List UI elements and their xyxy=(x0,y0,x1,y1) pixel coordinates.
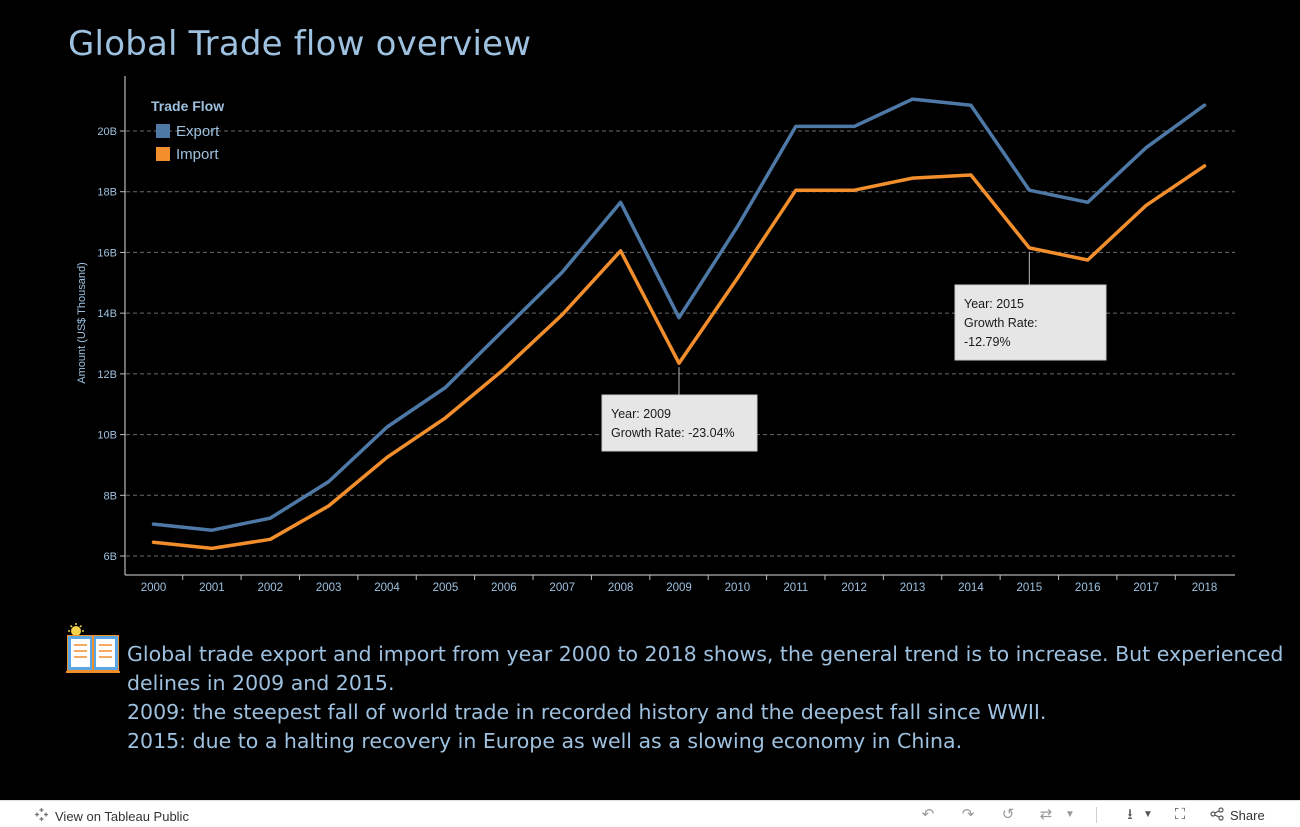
share-label: Share xyxy=(1230,808,1265,823)
page-title: Global Trade flow overview xyxy=(68,24,532,64)
legend-label: Import xyxy=(176,146,219,163)
download-icon[interactable]: ⭳ xyxy=(1127,806,1133,823)
y-tick-label: 10B xyxy=(97,430,117,442)
legend-label: Export xyxy=(176,123,220,140)
x-tick-label: 2011 xyxy=(783,582,808,594)
y-tick-label: 18B xyxy=(97,187,117,199)
y-tick-label: 8B xyxy=(104,490,117,502)
insight-note: Global trade export and import from year… xyxy=(127,640,1284,756)
x-tick-label: 2014 xyxy=(958,582,984,594)
x-tick-label: 2008 xyxy=(608,582,634,594)
chevron-down-icon[interactable]: ▼ xyxy=(1065,809,1075,820)
trade-flow-line-chart[interactable]: 6B 8B 10B 12B 14B 16B 18B 20B 2000 2001 2002 2003 20… xyxy=(0,0,1300,600)
note-line: Global trade export and import from year… xyxy=(127,642,1284,666)
note-line: 2009: the steepest fall of world trade i… xyxy=(127,700,1047,724)
x-tick-label: 2017 xyxy=(1133,582,1159,594)
x-tick-label: 2009 xyxy=(666,582,692,594)
x-tick-label: 2006 xyxy=(491,582,517,594)
note-line: delines in 2009 and 2015. xyxy=(127,671,395,695)
annotation-text: Year: 2015 xyxy=(964,297,1024,311)
tableau-toolbar: View on Tableau Public ↶ ↷ ↺ ⇄ ▼ ⭳ ▼ ⛶ S… xyxy=(0,800,1300,827)
x-tick-label: 2000 xyxy=(141,582,167,594)
legend-swatch xyxy=(156,147,170,161)
revert-icon[interactable]: ↺ xyxy=(1001,806,1015,823)
x-tick-label: 2010 xyxy=(725,582,751,594)
annotation-text: -12.79% xyxy=(964,335,1011,349)
share-icon xyxy=(1210,807,1224,824)
chevron-down-icon[interactable]: ▼ xyxy=(1143,809,1153,820)
series-line-export xyxy=(151,97,1207,532)
x-tick-label: 2001 xyxy=(199,582,225,594)
x-tick-label: 2002 xyxy=(257,582,283,594)
x-tick-label: 2013 xyxy=(900,582,926,594)
x-tick-label: 2016 xyxy=(1075,582,1101,594)
redo-icon[interactable]: ↷ xyxy=(961,806,975,823)
x-tick-label: 2018 xyxy=(1192,582,1218,594)
open-book-icon xyxy=(64,622,122,678)
x-tick-label: 2003 xyxy=(316,582,342,594)
x-tick-label: 2007 xyxy=(549,582,575,594)
y-tick-label: 14B xyxy=(97,308,117,320)
annotation-text: Growth Rate: -23.04% xyxy=(611,426,735,440)
fullscreen-icon[interactable]: ⛶ xyxy=(1174,806,1186,823)
tableau-logo-icon xyxy=(34,807,49,825)
y-tick-label: 6B xyxy=(104,551,117,563)
y-tick-label: 12B xyxy=(97,369,117,381)
annotation-text: Year: 2009 xyxy=(611,407,671,421)
annotation-text: Growth Rate: xyxy=(964,316,1038,330)
note-line: 2015: due to a halting recovery in Europ… xyxy=(127,729,963,753)
x-tick-label: 2012 xyxy=(841,582,867,594)
share-button[interactable]: Share xyxy=(1210,807,1265,824)
x-tick-label: 2015 xyxy=(1017,582,1043,594)
pause-icon[interactable]: ⇄ xyxy=(1039,806,1053,823)
view-on-tableau-link[interactable]: View on Tableau Public xyxy=(34,807,189,825)
view-on-tableau-label: View on Tableau Public xyxy=(55,808,189,824)
y-tick-label: 20B xyxy=(97,126,117,138)
undo-icon[interactable]: ↶ xyxy=(921,806,935,823)
y-axis-label: Amount (US$ Thousand) xyxy=(76,262,88,383)
x-tick-label: 2005 xyxy=(433,582,459,594)
x-tick-label: 2004 xyxy=(374,582,400,594)
toolbar-divider xyxy=(1096,807,1097,823)
legend-title: Trade Flow xyxy=(151,98,224,114)
series-line-import xyxy=(151,164,1207,551)
legend-swatch xyxy=(156,124,170,138)
annotation-box xyxy=(601,394,758,452)
annotation-box xyxy=(954,284,1107,361)
y-tick-label: 16B xyxy=(97,247,117,259)
